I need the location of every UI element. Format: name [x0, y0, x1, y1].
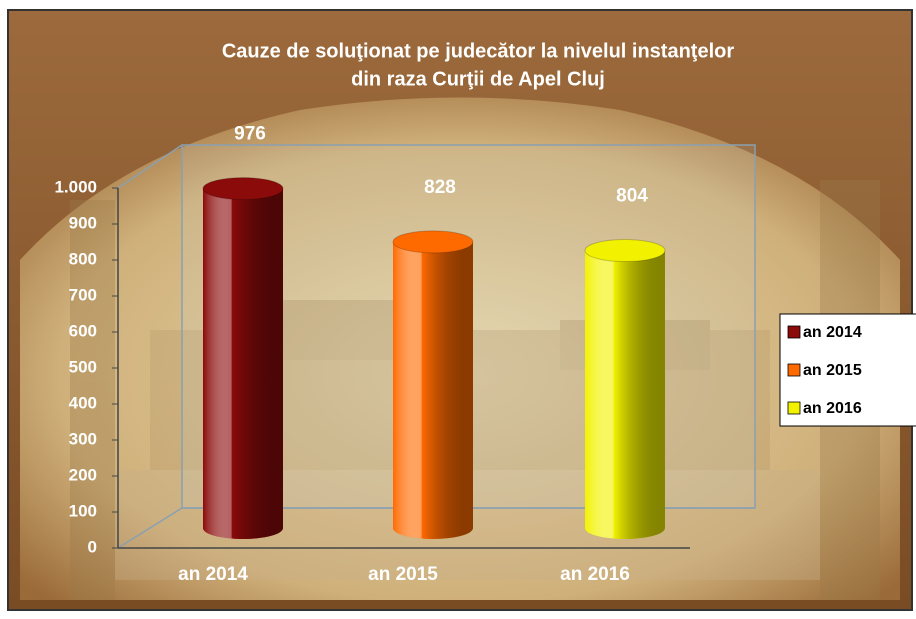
chart: Cauze de soluţionat pe judecător la nive…: [0, 0, 916, 619]
y-tick-label: 400: [69, 393, 97, 412]
y-tick-label: 700: [69, 285, 97, 304]
y-tick-label: 100: [69, 501, 97, 520]
data-label: 828: [424, 177, 456, 198]
legend-label: an 2014: [803, 324, 862, 341]
x-tick-label: an 2015: [368, 564, 438, 585]
y-tick-label: 200: [69, 465, 97, 484]
legend-label: an 2016: [803, 400, 862, 417]
y-tick-label: 900: [69, 213, 97, 232]
chart-title: Cauze de soluţionat pe judecător la nive…: [222, 40, 735, 62]
bar: [203, 178, 283, 539]
legend-label: an 2015: [803, 362, 862, 379]
bar: [585, 240, 665, 539]
x-tick-label: an 2014: [178, 564, 248, 585]
y-tick-label: 800: [69, 249, 97, 268]
x-tick-label: an 2016: [560, 564, 630, 585]
y-tick-label: 300: [69, 429, 97, 448]
data-label: 976: [234, 124, 266, 145]
y-tick-label: 1.000: [54, 177, 97, 196]
legend-swatch: [788, 326, 800, 338]
y-tick-label: 500: [69, 357, 97, 376]
chart-title: din raza Curţii de Apel Cluj: [351, 68, 605, 90]
data-label: 804: [616, 186, 648, 207]
y-tick-label: 600: [69, 321, 97, 340]
legend-swatch: [788, 402, 800, 414]
legend-swatch: [788, 364, 800, 376]
bar: [393, 231, 473, 539]
y-tick-label: 0: [88, 537, 97, 556]
